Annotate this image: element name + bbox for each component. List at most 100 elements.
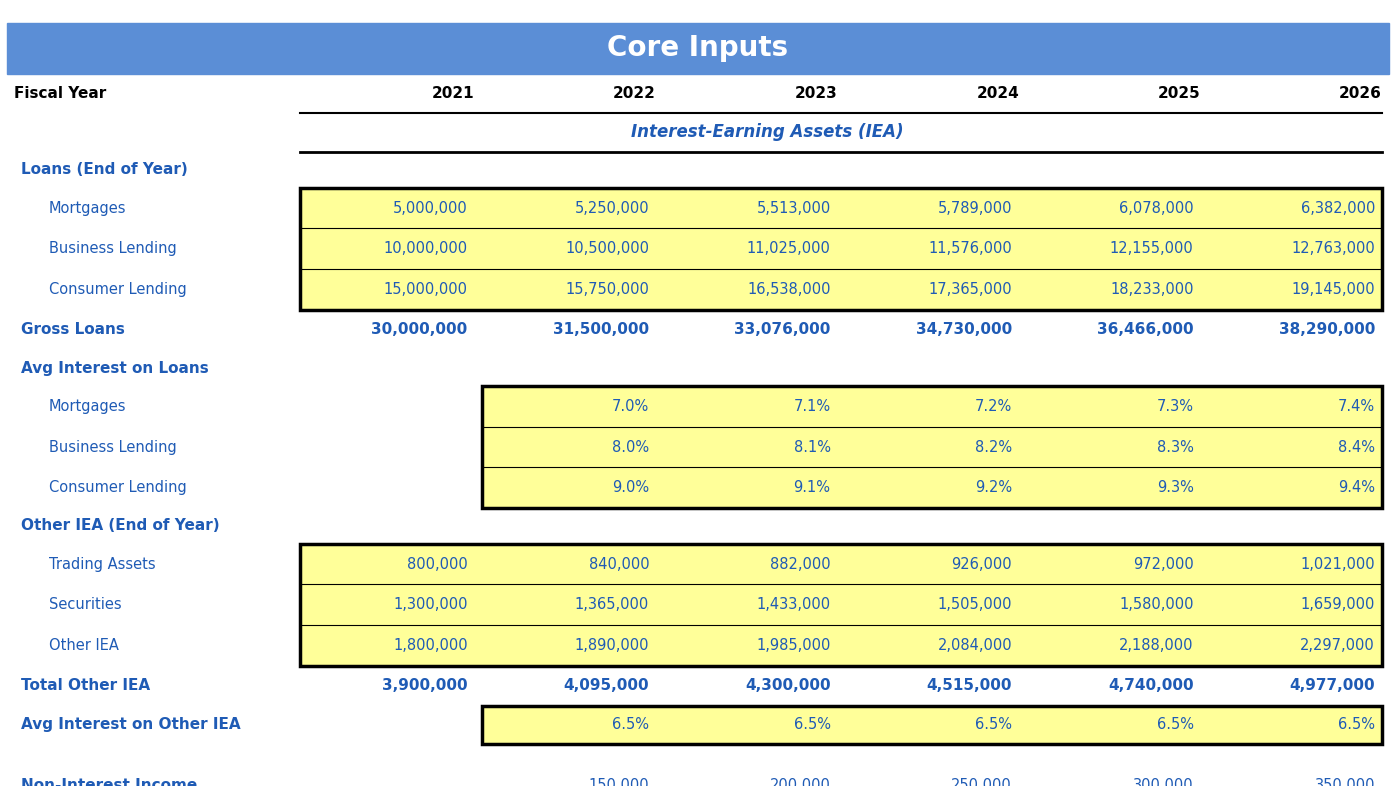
- Text: 2026: 2026: [1339, 86, 1382, 101]
- Text: 8.0%: 8.0%: [611, 439, 649, 454]
- Text: 9.3%: 9.3%: [1157, 480, 1194, 495]
- Text: 6,078,000: 6,078,000: [1120, 200, 1194, 215]
- Text: 350,000: 350,000: [1315, 777, 1375, 786]
- Text: 5,513,000: 5,513,000: [757, 200, 831, 215]
- Text: Other IEA: Other IEA: [49, 637, 119, 653]
- Text: 4,300,000: 4,300,000: [745, 678, 831, 693]
- Bar: [7, 23, 1389, 74]
- Bar: [300, 188, 1382, 310]
- Bar: [482, 706, 1382, 744]
- Text: 840,000: 840,000: [589, 556, 649, 571]
- Text: 7.1%: 7.1%: [793, 399, 831, 414]
- Text: 972,000: 972,000: [1132, 556, 1194, 571]
- Bar: [482, 386, 1382, 508]
- Text: 8.2%: 8.2%: [974, 439, 1012, 454]
- Text: 30,000,000: 30,000,000: [371, 322, 468, 337]
- Text: 300,000: 300,000: [1134, 777, 1194, 786]
- Text: 2,084,000: 2,084,000: [938, 637, 1012, 653]
- Bar: [300, 544, 1382, 666]
- Text: 5,250,000: 5,250,000: [575, 200, 649, 215]
- Text: Consumer Lending: Consumer Lending: [49, 281, 187, 297]
- Text: 2,297,000: 2,297,000: [1300, 637, 1375, 653]
- Text: 250,000: 250,000: [951, 777, 1012, 786]
- Text: 1,300,000: 1,300,000: [394, 597, 468, 612]
- Text: Core Inputs: Core Inputs: [607, 34, 789, 62]
- Text: Total Other IEA: Total Other IEA: [21, 678, 149, 693]
- Text: 6.5%: 6.5%: [793, 718, 831, 733]
- Text: Securities: Securities: [49, 597, 121, 612]
- Text: 8.4%: 8.4%: [1337, 439, 1375, 454]
- Text: 1,985,000: 1,985,000: [757, 637, 831, 653]
- Bar: [482, 766, 1382, 786]
- Bar: [300, 544, 1382, 666]
- Text: 4,740,000: 4,740,000: [1108, 678, 1194, 693]
- Text: 7.0%: 7.0%: [611, 399, 649, 414]
- Text: 1,505,000: 1,505,000: [938, 597, 1012, 612]
- Text: 4,977,000: 4,977,000: [1290, 678, 1375, 693]
- Text: 31,500,000: 31,500,000: [553, 322, 649, 337]
- Text: 2023: 2023: [794, 86, 838, 101]
- Text: 8.3%: 8.3%: [1157, 439, 1194, 454]
- Text: 9.2%: 9.2%: [974, 480, 1012, 495]
- Text: 36,466,000: 36,466,000: [1097, 322, 1194, 337]
- Text: 2025: 2025: [1157, 86, 1201, 101]
- Text: Loans (End of Year): Loans (End of Year): [21, 162, 187, 178]
- Text: Interest-Earning Assets (IEA): Interest-Earning Assets (IEA): [631, 123, 905, 141]
- Text: 7.2%: 7.2%: [974, 399, 1012, 414]
- Text: 9.0%: 9.0%: [611, 480, 649, 495]
- Text: 7.3%: 7.3%: [1156, 399, 1194, 414]
- Text: 15,000,000: 15,000,000: [384, 281, 468, 297]
- Text: 6.5%: 6.5%: [1156, 718, 1194, 733]
- Text: 6.5%: 6.5%: [1337, 718, 1375, 733]
- Text: Avg Interest on Loans: Avg Interest on Loans: [21, 361, 208, 376]
- Text: Trading Assets: Trading Assets: [49, 556, 155, 571]
- Text: 38,290,000: 38,290,000: [1279, 322, 1375, 337]
- Text: 33,076,000: 33,076,000: [734, 322, 831, 337]
- Text: 12,763,000: 12,763,000: [1291, 241, 1375, 256]
- Text: 882,000: 882,000: [771, 556, 831, 571]
- Text: 150,000: 150,000: [589, 777, 649, 786]
- Text: 1,800,000: 1,800,000: [394, 637, 468, 653]
- Text: 7.4%: 7.4%: [1337, 399, 1375, 414]
- Text: 17,365,000: 17,365,000: [928, 281, 1012, 297]
- Text: 12,155,000: 12,155,000: [1110, 241, 1194, 256]
- Text: 2024: 2024: [976, 86, 1019, 101]
- Text: 5,000,000: 5,000,000: [392, 200, 468, 215]
- Text: 9.1%: 9.1%: [793, 480, 831, 495]
- Text: 1,433,000: 1,433,000: [757, 597, 831, 612]
- Text: 5,789,000: 5,789,000: [938, 200, 1012, 215]
- Text: Fiscal Year: Fiscal Year: [14, 86, 106, 101]
- Text: Consumer Lending: Consumer Lending: [49, 480, 187, 495]
- Text: Mortgages: Mortgages: [49, 200, 127, 215]
- Text: 19,145,000: 19,145,000: [1291, 281, 1375, 297]
- Text: Business Lending: Business Lending: [49, 439, 177, 454]
- Text: Gross Loans: Gross Loans: [21, 322, 124, 337]
- Text: 18,233,000: 18,233,000: [1110, 281, 1194, 297]
- Text: 2022: 2022: [613, 86, 656, 101]
- Text: Other IEA (End of Year): Other IEA (End of Year): [21, 519, 219, 534]
- Text: 16,538,000: 16,538,000: [747, 281, 831, 297]
- Text: 1,659,000: 1,659,000: [1301, 597, 1375, 612]
- Text: 800,000: 800,000: [406, 556, 468, 571]
- Text: 1,021,000: 1,021,000: [1301, 556, 1375, 571]
- Bar: [482, 386, 1382, 508]
- Text: 200,000: 200,000: [769, 777, 831, 786]
- Text: 11,576,000: 11,576,000: [928, 241, 1012, 256]
- Text: 2,188,000: 2,188,000: [1120, 637, 1194, 653]
- Text: 8.1%: 8.1%: [793, 439, 831, 454]
- Text: 2021: 2021: [431, 86, 475, 101]
- Text: 1,890,000: 1,890,000: [575, 637, 649, 653]
- Text: 10,500,000: 10,500,000: [565, 241, 649, 256]
- Text: Non-Interest Income: Non-Interest Income: [21, 777, 197, 786]
- Text: 11,025,000: 11,025,000: [747, 241, 831, 256]
- Bar: [482, 766, 1382, 786]
- Text: Avg Interest on Other IEA: Avg Interest on Other IEA: [21, 718, 240, 733]
- Text: 6,382,000: 6,382,000: [1301, 200, 1375, 215]
- Text: Business Lending: Business Lending: [49, 241, 177, 256]
- Text: Mortgages: Mortgages: [49, 399, 127, 414]
- Text: 4,515,000: 4,515,000: [927, 678, 1012, 693]
- Text: 926,000: 926,000: [952, 556, 1012, 571]
- Text: 1,580,000: 1,580,000: [1120, 597, 1194, 612]
- Text: 3,900,000: 3,900,000: [383, 678, 468, 693]
- Text: 4,095,000: 4,095,000: [564, 678, 649, 693]
